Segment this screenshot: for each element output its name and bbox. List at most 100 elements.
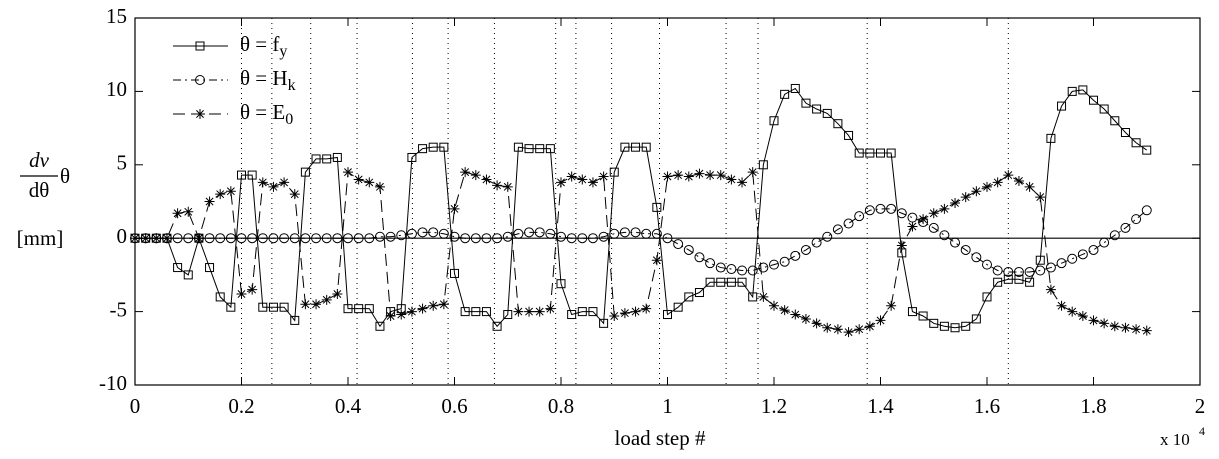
series-line — [135, 171, 1147, 333]
star-marker — [534, 306, 545, 317]
star-marker — [492, 180, 503, 191]
x-tick-label: 2 — [1195, 394, 1206, 418]
circle-marker — [1003, 266, 1014, 277]
circle-marker — [758, 262, 769, 273]
star-marker — [502, 181, 513, 192]
circle-marker — [513, 228, 524, 239]
square-marker — [1089, 95, 1098, 105]
circle-marker — [247, 233, 258, 244]
circle-marker — [1056, 258, 1067, 269]
star-marker — [971, 186, 982, 197]
circle-marker — [1088, 244, 1099, 255]
square-marker — [950, 323, 960, 333]
square-marker — [524, 144, 534, 154]
y-label-denominator: dθ — [29, 178, 50, 202]
star-marker — [1120, 322, 1131, 333]
star-marker — [769, 300, 779, 311]
circle-marker — [524, 227, 535, 238]
square-marker — [769, 116, 779, 126]
circle-marker — [779, 256, 790, 267]
circle-marker — [960, 244, 971, 255]
square-marker — [343, 304, 353, 314]
y-tick-label: 5 — [117, 151, 128, 175]
circle-marker — [492, 233, 503, 244]
star-marker — [705, 170, 716, 181]
square-marker — [758, 160, 768, 170]
star-marker — [257, 177, 268, 188]
star-marker — [992, 177, 1003, 188]
star-marker — [247, 284, 258, 295]
star-marker — [619, 308, 630, 319]
star-marker — [1131, 324, 1142, 335]
star-marker — [950, 197, 961, 208]
star-marker — [875, 315, 886, 326]
square-marker — [1099, 104, 1109, 114]
legend-label: θ = Hk — [240, 66, 296, 94]
star-marker — [683, 171, 694, 182]
circle-marker — [204, 233, 215, 244]
star-marker — [715, 170, 726, 181]
circle-marker — [769, 259, 779, 270]
star-marker — [406, 306, 417, 317]
square-marker — [450, 268, 459, 278]
circle-marker — [438, 228, 449, 239]
circle-marker — [183, 233, 194, 244]
star-marker — [279, 177, 290, 188]
circle-marker — [289, 233, 300, 244]
star-marker — [481, 174, 492, 185]
circle-marker — [1035, 265, 1046, 276]
circle-marker — [449, 231, 460, 242]
star-marker — [396, 309, 407, 320]
star-marker — [353, 174, 364, 185]
circle-marker — [907, 212, 918, 223]
star-marker — [1088, 315, 1099, 326]
square-marker — [471, 307, 481, 317]
circle-marker — [428, 227, 439, 238]
star-marker — [1109, 321, 1120, 332]
star-marker — [193, 233, 204, 244]
square-marker — [215, 292, 225, 302]
x-multiplier: x 10 — [1160, 430, 1190, 449]
square-marker — [673, 302, 683, 312]
circle-marker — [396, 230, 407, 241]
square-marker — [886, 148, 896, 158]
circle-marker — [950, 237, 961, 248]
x-tick-label: 1.8 — [1080, 394, 1106, 418]
square-marker — [173, 263, 183, 273]
circle-marker — [470, 233, 481, 244]
circle-marker — [726, 264, 737, 275]
circle-marker — [556, 231, 566, 242]
y-tick-label: -10 — [99, 371, 127, 395]
star-marker — [374, 181, 385, 192]
square-marker — [481, 307, 491, 317]
square-marker — [290, 315, 300, 325]
star-marker — [982, 181, 992, 192]
square-marker — [748, 292, 758, 302]
x-tick-label: 1.2 — [761, 394, 787, 418]
y-label-numerator: dv — [29, 148, 50, 172]
star-marker — [1141, 325, 1152, 336]
circle-marker — [811, 237, 822, 248]
legend-name: θ = f — [240, 32, 279, 56]
square-marker — [407, 152, 417, 162]
circle-marker — [1077, 249, 1088, 260]
circle-marker — [1045, 262, 1056, 273]
circle-marker — [1109, 230, 1120, 241]
star-marker — [896, 240, 907, 251]
x-tick-label: 1 — [662, 394, 673, 418]
square-marker — [1078, 85, 1088, 95]
circle-marker — [928, 222, 939, 233]
square-marker — [780, 89, 790, 99]
star-marker — [1045, 284, 1056, 295]
star-marker — [417, 303, 428, 314]
circle-marker — [566, 233, 577, 244]
star-marker — [673, 170, 684, 181]
circle-marker — [406, 228, 417, 239]
x-tick-label: 1.4 — [867, 394, 894, 418]
circle-marker — [662, 233, 673, 244]
circle-marker — [694, 252, 705, 263]
square-marker — [237, 170, 246, 180]
x-tick-label: 1.6 — [974, 394, 1000, 418]
square-marker — [300, 167, 310, 177]
